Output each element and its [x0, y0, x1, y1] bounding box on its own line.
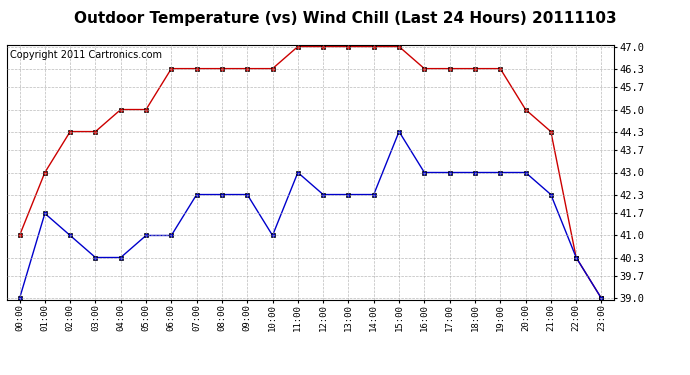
Text: Outdoor Temperature (vs) Wind Chill (Last 24 Hours) 20111103: Outdoor Temperature (vs) Wind Chill (Las…: [74, 11, 616, 26]
Text: Copyright 2011 Cartronics.com: Copyright 2011 Cartronics.com: [10, 50, 162, 60]
